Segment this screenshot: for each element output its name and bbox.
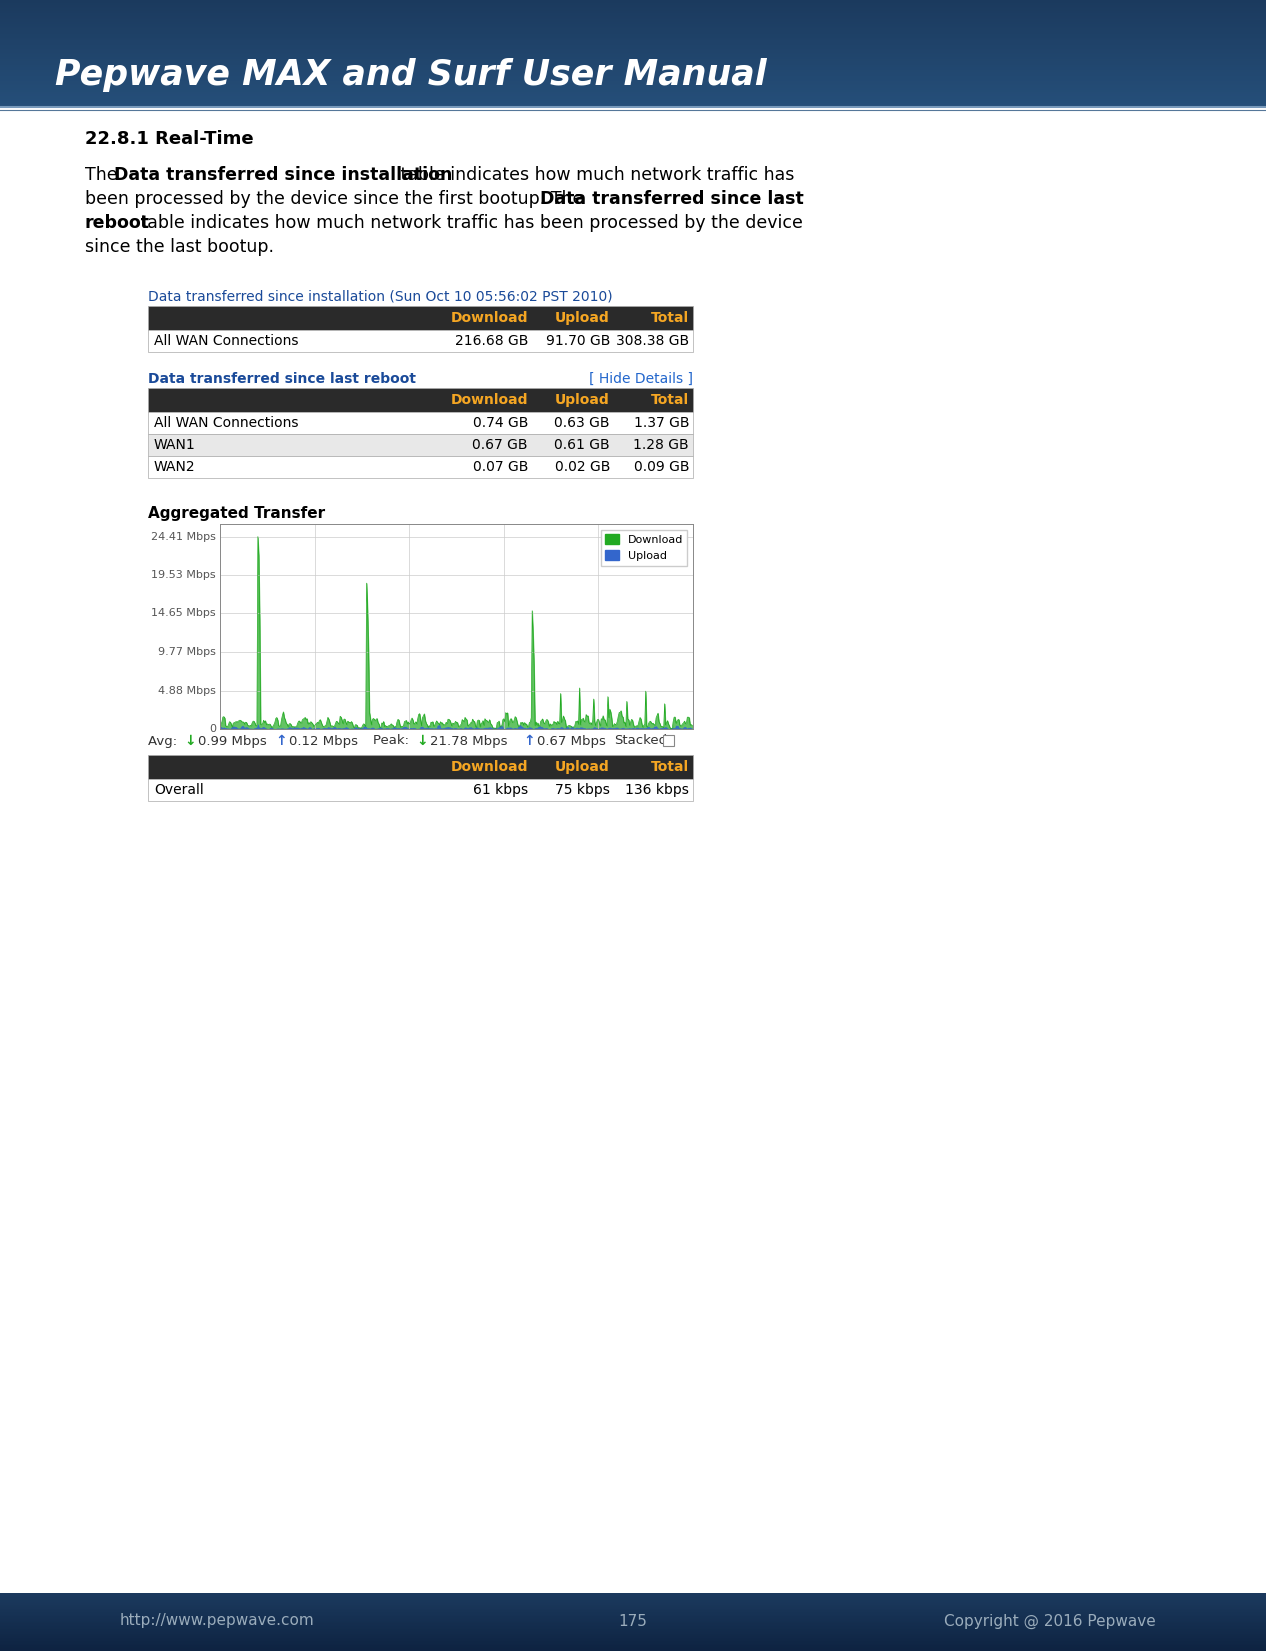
Text: ↓: ↓ (184, 735, 196, 748)
Text: 21.78 Mbps: 21.78 Mbps (430, 735, 508, 748)
Text: 308.38 GB: 308.38 GB (615, 334, 689, 348)
Text: 0.12 Mbps: 0.12 Mbps (289, 735, 358, 748)
Text: WAN2: WAN2 (154, 461, 196, 474)
Bar (148, 434, 693, 456)
Bar (148, 305, 693, 330)
Text: 1.28 GB: 1.28 GB (633, 438, 689, 452)
Bar (148, 330, 693, 352)
Text: 0.67 GB: 0.67 GB (472, 438, 528, 452)
Text: 0.74 GB: 0.74 GB (472, 416, 528, 429)
Text: Download: Download (451, 393, 528, 408)
Text: 0: 0 (209, 725, 216, 735)
Text: Download: Download (451, 759, 528, 774)
Legend: Download, Upload: Download, Upload (601, 530, 687, 566)
Text: Overall: Overall (154, 783, 204, 797)
Text: 0.07 GB: 0.07 GB (472, 461, 528, 474)
Text: 14.65 Mbps: 14.65 Mbps (152, 609, 216, 619)
Text: 22.8.1 Real-Time: 22.8.1 Real-Time (85, 130, 253, 149)
Text: [ Hide Details ]: [ Hide Details ] (589, 371, 693, 386)
Text: 9.77 Mbps: 9.77 Mbps (158, 647, 216, 657)
Text: Copyright @ 2016 Pepwave: Copyright @ 2016 Pepwave (944, 1613, 1156, 1628)
Text: 4.88 Mbps: 4.88 Mbps (158, 685, 216, 695)
Bar (148, 413, 693, 434)
Bar (663, 735, 674, 746)
Text: All WAN Connections: All WAN Connections (154, 416, 299, 429)
Text: Avg:: Avg: (148, 735, 181, 748)
Text: Data transferred since last: Data transferred since last (541, 190, 804, 208)
Text: 24.41 Mbps: 24.41 Mbps (151, 532, 216, 542)
Text: Upload: Upload (556, 310, 610, 325)
Text: 0.67 Mbps: 0.67 Mbps (537, 735, 606, 748)
Text: 0.61 GB: 0.61 GB (555, 438, 610, 452)
Text: reboot: reboot (85, 215, 149, 233)
Text: 75 kbps: 75 kbps (555, 783, 610, 797)
Text: All WAN Connections: All WAN Connections (154, 334, 299, 348)
Bar (148, 388, 693, 413)
Text: been processed by the device since the first bootup. The: been processed by the device since the f… (85, 190, 589, 208)
Text: 0.02 GB: 0.02 GB (555, 461, 610, 474)
Text: 0.99 Mbps: 0.99 Mbps (197, 735, 267, 748)
Text: Data transferred since installation: Data transferred since installation (114, 167, 452, 183)
Text: 1.37 GB: 1.37 GB (633, 416, 689, 429)
Text: Upload: Upload (556, 393, 610, 408)
Text: ↑: ↑ (275, 735, 286, 748)
Text: 61 kbps: 61 kbps (473, 783, 528, 797)
Text: Data transferred since last reboot: Data transferred since last reboot (148, 371, 417, 386)
Bar (148, 755, 693, 779)
Text: 19.53 Mbps: 19.53 Mbps (152, 570, 216, 580)
Text: http://www.pepwave.com: http://www.pepwave.com (120, 1613, 315, 1628)
Text: 175: 175 (619, 1613, 647, 1628)
Text: Pepwave MAX and Surf User Manual: Pepwave MAX and Surf User Manual (54, 58, 767, 92)
Text: table indicates how much network traffic has: table indicates how much network traffic… (395, 167, 794, 183)
Text: ↑: ↑ (523, 735, 534, 748)
Text: Upload: Upload (556, 759, 610, 774)
Text: Peak:: Peak: (373, 735, 413, 748)
Text: since the last bootup.: since the last bootup. (85, 238, 273, 256)
Text: Total: Total (651, 759, 689, 774)
Text: Download: Download (451, 310, 528, 325)
Text: table indicates how much network traffic has been processed by the device: table indicates how much network traffic… (135, 215, 803, 233)
Text: ↓: ↓ (417, 735, 428, 748)
Text: 0.09 GB: 0.09 GB (633, 461, 689, 474)
Text: Total: Total (651, 310, 689, 325)
Text: 91.70 GB: 91.70 GB (546, 334, 610, 348)
Text: Stacked: Stacked (614, 735, 667, 748)
Text: Data transferred since installation (Sun Oct 10 05:56:02 PST 2010): Data transferred since installation (Sun… (148, 291, 613, 304)
Text: The: The (85, 167, 123, 183)
Text: Aggregated Transfer: Aggregated Transfer (148, 505, 325, 522)
Text: Total: Total (651, 393, 689, 408)
Text: 136 kbps: 136 kbps (625, 783, 689, 797)
Bar (148, 779, 693, 801)
Bar (148, 456, 693, 479)
Text: 216.68 GB: 216.68 GB (454, 334, 528, 348)
Text: 0.63 GB: 0.63 GB (555, 416, 610, 429)
Text: WAN1: WAN1 (154, 438, 196, 452)
